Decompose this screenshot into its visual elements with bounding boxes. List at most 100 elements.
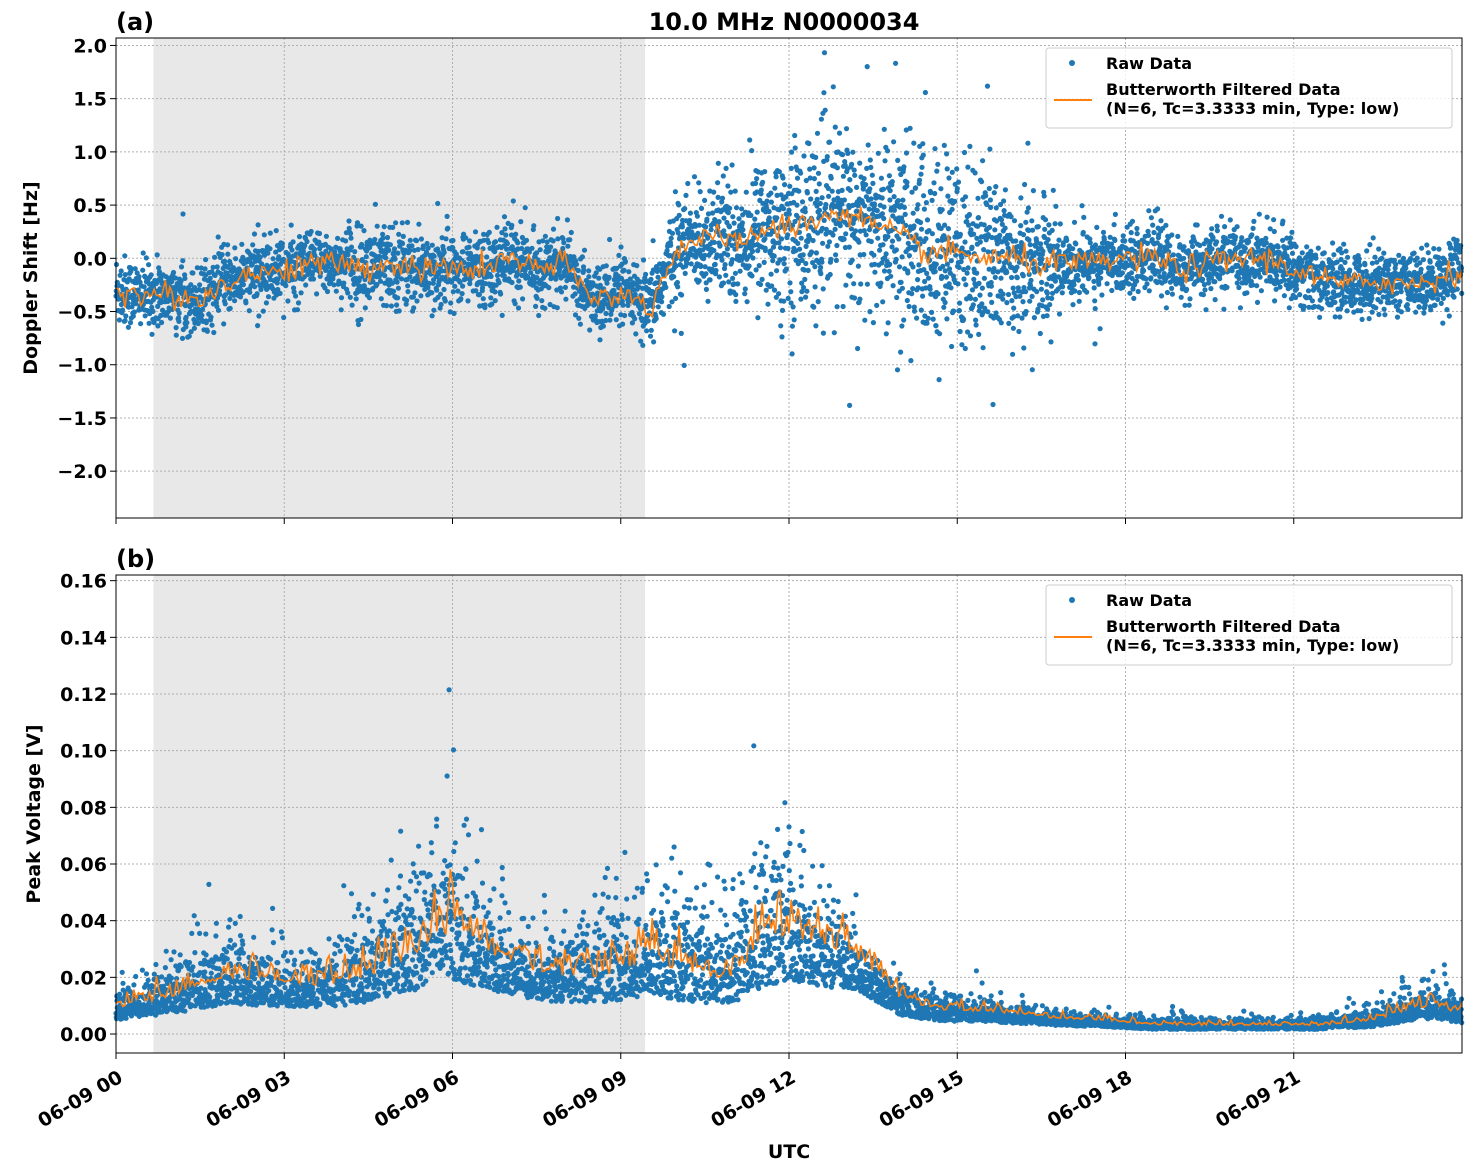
raw-data-point [434,288,439,293]
raw-data-point [141,250,146,255]
y-tick-label: −1.0 [57,355,107,377]
raw-data-point [704,287,709,292]
raw-data-point [597,337,602,342]
raw-data-point [1337,314,1342,319]
raw-data-point [924,321,929,326]
raw-data-point [593,313,598,318]
raw-data-point [513,301,518,306]
raw-data-point [574,262,579,267]
raw-data-point [754,267,759,272]
raw-data-point [1367,242,1372,247]
raw-data-point [867,207,872,212]
raw-data-point [1237,276,1242,281]
raw-data-point [765,302,770,307]
raw-data-point [1105,281,1110,286]
raw-data-point [900,198,905,203]
raw-data-point [992,190,997,195]
raw-data-point [817,208,822,213]
raw-data-point [1011,286,1016,291]
raw-data-point [1088,240,1093,245]
raw-data-point [875,236,880,241]
raw-data-point [1228,217,1233,222]
raw-data-point [726,279,731,284]
raw-data-point [989,300,994,305]
raw-data-point [335,236,340,241]
raw-data-point [569,230,574,235]
raw-data-point [933,269,938,274]
raw-data-point [438,292,443,297]
raw-data-point [909,291,914,296]
raw-data-point [461,249,466,254]
raw-data-point [1064,238,1069,243]
raw-data-point [1343,249,1348,254]
raw-data-point [1060,290,1065,295]
raw-data-point [1096,282,1101,287]
raw-data-point [732,221,737,226]
raw-data-point [1030,367,1035,372]
raw-data-point [324,234,329,239]
raw-data-point [395,295,400,300]
raw-data-point [1042,193,1047,198]
raw-data-point [712,240,717,245]
raw-data-point [1055,243,1060,248]
raw-data-point [216,234,221,239]
raw-data-point [1195,222,1200,227]
raw-data-point [976,332,981,337]
raw-data-point [1369,296,1374,301]
raw-data-point [239,242,244,247]
raw-data-point [1056,238,1061,243]
raw-data-point [957,301,962,306]
raw-data-point [819,117,824,122]
raw-data-point [354,296,359,301]
raw-data-point [950,207,955,212]
raw-data-point [1360,317,1365,322]
raw-data-point [119,268,124,273]
raw-data-point [203,257,208,262]
raw-data-point [289,247,294,252]
raw-data-point [979,301,984,306]
raw-data-point [1031,188,1036,193]
raw-data-point [918,220,923,225]
raw-data-point [782,261,787,266]
raw-data-point [1255,300,1260,305]
raw-data-point [755,315,760,320]
raw-data-point [740,220,745,225]
raw-data-point [934,169,939,174]
raw-data-point [875,208,880,213]
raw-data-point [835,304,840,309]
raw-data-point [208,315,213,320]
raw-data-point [1018,195,1023,200]
raw-data-point [985,309,990,314]
raw-data-point [872,201,877,206]
raw-data-point [149,332,154,337]
raw-data-point [811,305,816,310]
raw-data-point [1244,290,1249,295]
raw-data-point [958,329,963,334]
raw-data-point [811,238,816,243]
raw-data-point [926,276,931,281]
raw-data-point [1046,237,1051,242]
raw-data-point [1130,219,1135,224]
raw-data-point [540,238,545,243]
raw-data-point [535,296,540,301]
raw-data-point [931,317,936,322]
raw-data-point [750,255,755,260]
raw-data-point [779,236,784,241]
raw-data-point [887,173,892,178]
raw-data-point [190,270,195,275]
raw-data-point [888,274,893,279]
raw-data-point [1282,293,1287,298]
raw-data-point [643,272,648,277]
raw-data-point [720,196,725,201]
raw-data-point [1258,275,1263,280]
raw-data-point [443,298,448,303]
raw-data-point [848,274,853,279]
raw-data-point [1073,241,1078,246]
raw-data-point [503,232,508,237]
raw-data-point [772,288,777,293]
raw-data-point [1290,251,1295,256]
raw-data-point [200,307,205,312]
raw-data-point [719,258,724,263]
raw-data-point [962,150,967,155]
